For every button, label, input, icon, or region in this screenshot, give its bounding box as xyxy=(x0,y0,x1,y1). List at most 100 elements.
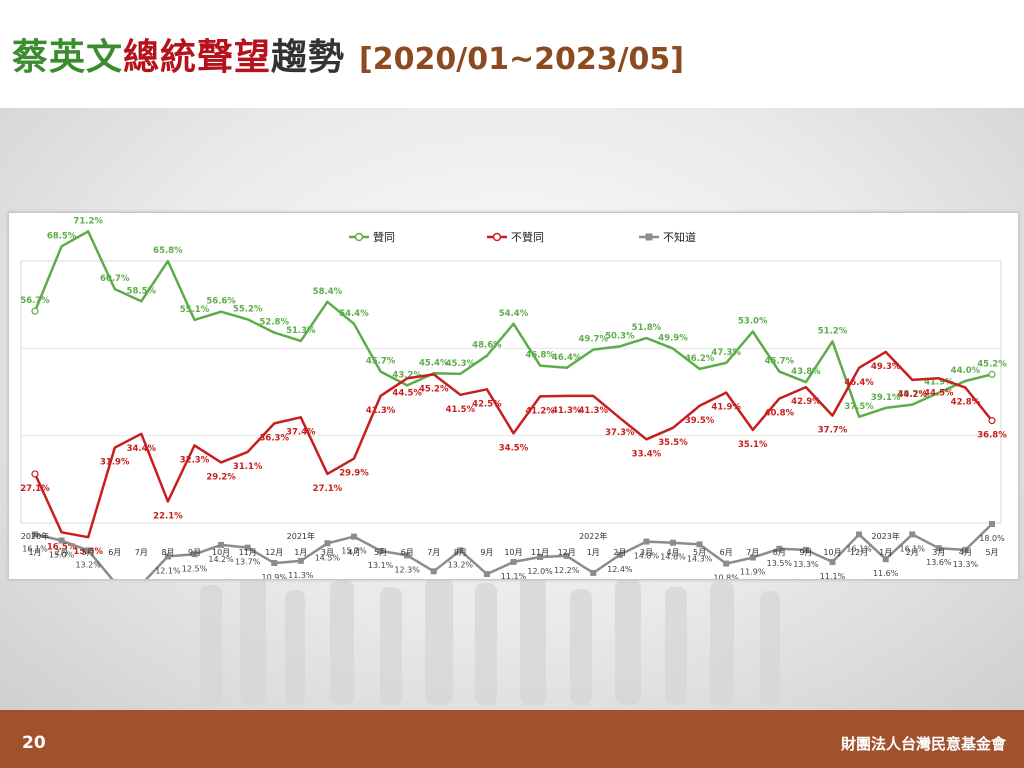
data-label: 49.3% xyxy=(871,362,901,372)
data-label: 56.6% xyxy=(206,297,236,307)
data-label: 44.0% xyxy=(951,366,981,376)
data-point xyxy=(351,533,357,540)
data-point xyxy=(643,538,650,545)
chart-panel: 贊同 不贊同 不知道 56.7% 68.5% 71.2% 60.7% 58.5% 65.8% 5… xyxy=(8,212,1019,604)
data-label: 44.5% xyxy=(392,388,422,398)
data-point xyxy=(58,537,65,544)
title-part-approval: 總統聲望 xyxy=(123,37,272,78)
legend-label-0: 贊同 xyxy=(373,230,395,244)
x-tick-label: 2月 xyxy=(613,548,626,557)
data-label: 36.3% xyxy=(260,433,290,443)
crowd-silhouette-decoration xyxy=(200,575,780,705)
data-label: 11.3% xyxy=(288,571,314,579)
data-label: 14.8% xyxy=(634,552,660,561)
x-tick-label: 5月 xyxy=(985,548,998,557)
data-label: 37.3% xyxy=(605,428,635,438)
data-label: 14.3% xyxy=(687,554,713,563)
organization-name: 財團法人台灣民意基金會 xyxy=(840,735,1006,753)
data-point xyxy=(510,558,517,565)
data-point xyxy=(723,560,730,567)
data-label: 44.2% xyxy=(898,390,928,400)
data-label: 41.9% xyxy=(711,403,741,413)
data-label: 35.1% xyxy=(738,440,768,450)
data-label: 29.9% xyxy=(339,469,369,479)
data-label: 12.0% xyxy=(527,567,553,576)
data-label: 34.5% xyxy=(499,443,529,453)
data-point xyxy=(404,552,411,559)
data-label: 35.5% xyxy=(658,438,688,448)
year-label: 2020年 xyxy=(21,531,49,541)
data-label: 14.2% xyxy=(208,555,234,564)
data-point xyxy=(749,554,756,561)
data-point xyxy=(218,541,225,548)
x-tick-label: 12月 xyxy=(558,548,576,557)
data-label: 41.9% xyxy=(924,378,954,388)
data-label: 31.9% xyxy=(100,458,130,468)
x-tick-label: 9月 xyxy=(188,548,201,557)
data-label: 13.6% xyxy=(926,558,952,567)
page-number: 20 xyxy=(22,733,46,753)
data-label: 46.8% xyxy=(525,351,555,361)
data-label: 11.6% xyxy=(873,569,899,578)
data-label: 10.8% xyxy=(713,574,739,579)
x-tick-label: 9月 xyxy=(799,548,812,557)
data-point xyxy=(563,552,570,559)
data-label: 55.1% xyxy=(180,305,210,315)
data-label: 58.5% xyxy=(127,286,157,296)
data-label: 47.3% xyxy=(711,348,741,358)
x-tick-label: 2月 xyxy=(906,548,919,557)
title-part-name: 蔡英文 xyxy=(12,37,124,78)
data-label: 12.3% xyxy=(394,565,420,574)
data-label: 41.3% xyxy=(579,406,609,416)
data-label: 13.7% xyxy=(235,558,261,567)
data-label: 27.1% xyxy=(313,484,343,494)
series-line-1 xyxy=(33,350,993,539)
data-label: 15.7% xyxy=(341,547,367,556)
data-point xyxy=(882,556,889,563)
data-point xyxy=(696,541,703,548)
data-point xyxy=(829,558,836,565)
x-tick-label: 10月 xyxy=(823,548,841,557)
x-tick-label: 9月 xyxy=(480,548,493,557)
data-label: 31.1% xyxy=(233,462,263,472)
data-point xyxy=(32,531,38,538)
x-tick-label: 7月 xyxy=(427,548,440,557)
data-point xyxy=(962,546,969,553)
data-label: 11.9% xyxy=(740,568,766,577)
data-label: 45.2% xyxy=(419,384,449,394)
data-label: 36.8% xyxy=(977,431,1007,441)
data-point xyxy=(802,546,809,553)
x-tick-label: 1月 xyxy=(28,548,41,557)
data-label: 42.9% xyxy=(791,397,821,407)
data-point xyxy=(324,540,331,547)
data-label: 54.4% xyxy=(499,309,529,319)
x-tick-label: 7月 xyxy=(746,548,759,557)
year-label: 2023年 xyxy=(871,531,899,541)
title-bar: 蔡英文總統聲望趨勢 [2020/01~2023/05] xyxy=(0,0,1024,108)
x-tick-label: 8月 xyxy=(454,548,467,557)
x-tick-label: 10月 xyxy=(504,548,522,557)
data-label: 48.6% xyxy=(472,341,502,351)
data-point xyxy=(31,470,39,478)
chart-x-axis: 1月 2月 5月 6月 7月 8月 9月 10月 11月 12月 1月 3月 4月 5月 6月 7月 8月 9月 1… xyxy=(21,531,999,557)
data-point xyxy=(271,560,278,567)
data-point xyxy=(988,417,996,425)
data-point xyxy=(85,547,92,554)
title-date-range: [2020/01~2023/05] xyxy=(359,42,685,77)
data-label: 13.1% xyxy=(368,561,394,570)
data-label: 49.7% xyxy=(579,335,609,345)
data-label: 44.5% xyxy=(924,388,954,398)
series-line-0 xyxy=(33,230,993,419)
data-label: 56.7% xyxy=(20,296,50,306)
x-tick-label: 10月 xyxy=(212,548,230,557)
data-point xyxy=(244,544,251,551)
data-label: 39.5% xyxy=(685,416,715,426)
data-label: 45.3% xyxy=(446,359,476,369)
data-point xyxy=(31,307,39,315)
data-label: 37.5% xyxy=(844,402,874,412)
data-point xyxy=(909,531,916,538)
x-tick-label: 4月 xyxy=(347,548,360,557)
data-label: 32.3% xyxy=(180,455,210,465)
footer-bar xyxy=(0,710,1024,768)
x-tick-label: 4月 xyxy=(959,548,972,557)
